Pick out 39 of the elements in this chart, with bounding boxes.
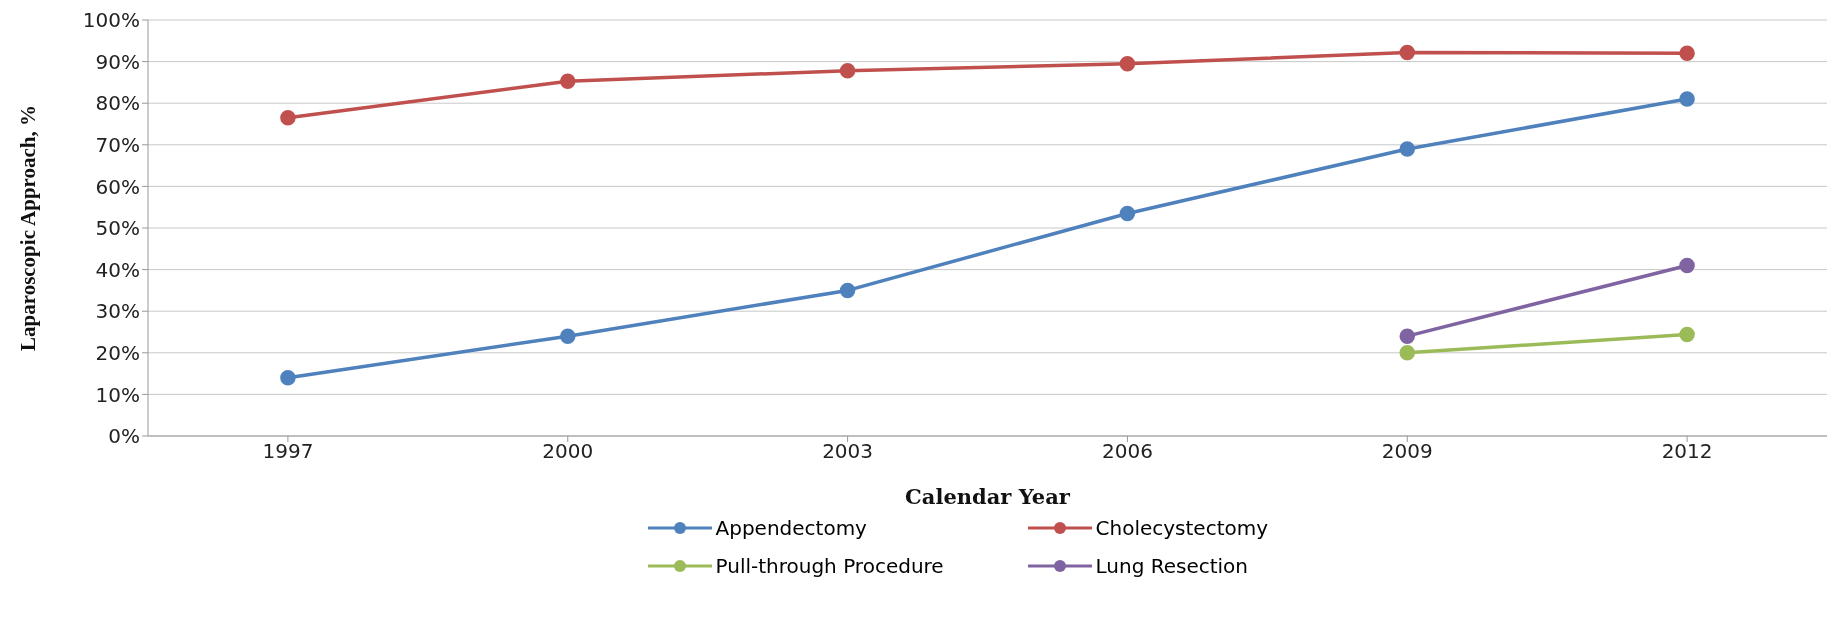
- y-tick-label: 20%: [95, 340, 140, 365]
- point: [839, 282, 856, 299]
- point: [1679, 45, 1695, 62]
- x-tick-label: 2012: [1661, 439, 1713, 464]
- legend-label: Appendectomy: [715, 516, 867, 540]
- y-tick-label: 80%: [95, 91, 140, 116]
- x-tick-label: 2006: [1101, 439, 1153, 464]
- point: [1399, 141, 1415, 157]
- x-tick-label: 2003: [822, 439, 874, 464]
- point: [1399, 328, 1415, 344]
- y-tick-label: 50%: [95, 216, 140, 241]
- point: [839, 63, 856, 79]
- point: [1119, 55, 1136, 72]
- point: [1119, 205, 1136, 222]
- legend-label: Cholecystectomy: [1095, 516, 1269, 540]
- point: [280, 110, 296, 126]
- x-axis-title: Calendar Year: [905, 484, 1071, 509]
- y-axis-title: Laparoscopic Approach, %: [16, 104, 41, 352]
- legend-label: Lung Resection: [1095, 554, 1249, 578]
- y-tick-label: 70%: [95, 132, 140, 157]
- y-tick-label: 40%: [95, 257, 140, 282]
- y-tick-label: 100%: [82, 8, 140, 33]
- point: [1679, 257, 1695, 274]
- point: [1679, 91, 1695, 107]
- legend-label: Pull-through Procedure: [715, 554, 944, 578]
- point: [560, 73, 576, 89]
- y-tick-label: 90%: [95, 49, 140, 74]
- point: [1679, 326, 1695, 343]
- point: [1399, 345, 1415, 361]
- y-tick-label: 60%: [95, 174, 140, 199]
- point: [280, 370, 296, 386]
- x-tick-label: 2000: [542, 439, 594, 464]
- y-tick-label: 10%: [95, 382, 140, 407]
- y-tick-label: 30%: [95, 299, 140, 324]
- point: [560, 328, 576, 344]
- y-tick-label: 0%: [108, 424, 140, 449]
- point: [1399, 44, 1415, 61]
- x-tick-label: 2009: [1381, 439, 1433, 464]
- x-tick-label: 1997: [262, 439, 314, 464]
